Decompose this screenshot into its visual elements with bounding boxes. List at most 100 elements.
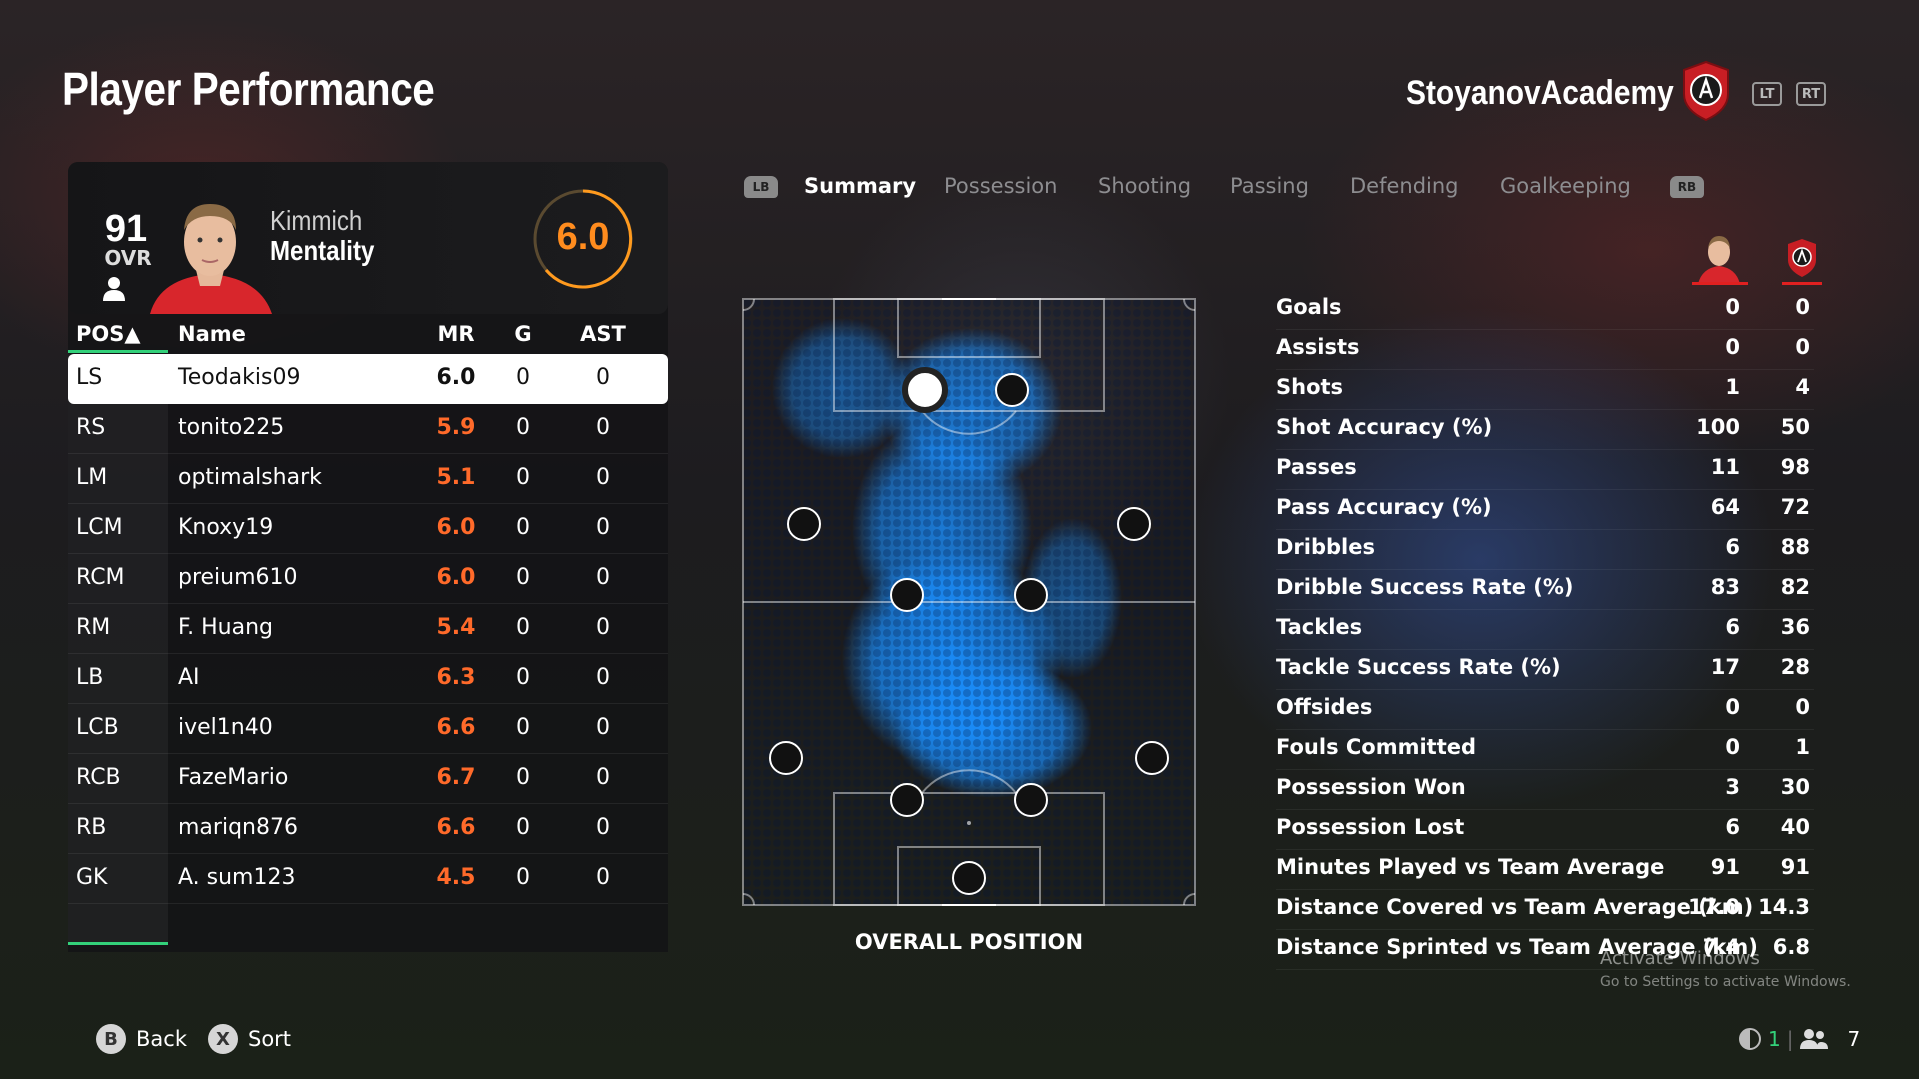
stat-label: Fouls Committed — [1276, 735, 1477, 759]
position-column-bg — [68, 354, 168, 944]
rb-bumper-icon[interactable]: RB — [1670, 176, 1704, 198]
cell-name: A. sum123 — [178, 865, 296, 890]
rt-trigger-icon[interactable]: RT — [1796, 82, 1826, 106]
stat-label: Assists — [1276, 335, 1360, 359]
rating-ring — [533, 189, 633, 289]
stat-row: Possession Lost 6 40 — [1276, 810, 1814, 850]
lt-trigger-icon[interactable]: LT — [1752, 82, 1782, 106]
player-avatar-icon — [1698, 236, 1740, 284]
stat-row: Tackle Success Rate (%) 17 28 — [1276, 650, 1814, 690]
cell-name: ivel1n40 — [178, 715, 273, 740]
stat-row: Pass Accuracy (%) 64 72 — [1276, 490, 1814, 530]
cell-name: preium610 — [178, 565, 298, 590]
stat-team-value: 72 — [1780, 495, 1810, 519]
table-row[interactable]: LM optimalshark 5.1 0 0 — [68, 454, 668, 504]
cell-name: mariqn876 — [178, 815, 298, 840]
cell-mr: 4.5 — [436, 865, 476, 890]
players-count: 7 — [1847, 1027, 1861, 1051]
stat-player-value: 7.4 — [1702, 935, 1740, 959]
col-header-ast[interactable]: AST — [580, 322, 626, 346]
cell-g: 0 — [516, 715, 530, 740]
stat-player-value: 91 — [1710, 855, 1740, 879]
col-header-name[interactable]: Name — [178, 322, 246, 346]
stat-label: Dribble Success Rate (%) — [1276, 575, 1574, 599]
cell-ast: 0 — [596, 565, 610, 590]
sort-button[interactable]: X Sort — [208, 1022, 291, 1056]
stat-row: Offsides 0 0 — [1276, 690, 1814, 730]
stat-player-value: 83 — [1710, 575, 1740, 599]
cell-pos: RCB — [76, 765, 121, 790]
cell-ast: 0 — [596, 865, 610, 890]
cell-g: 0 — [516, 815, 530, 840]
stat-player-value: 17.0 — [1688, 895, 1740, 919]
table-row[interactable]: LB AI 6.3 0 0 — [68, 654, 668, 704]
tab-goalkeeping[interactable]: Goalkeeping — [1500, 174, 1631, 198]
cell-ast: 0 — [596, 665, 610, 690]
tab-shooting[interactable]: Shooting — [1098, 174, 1192, 198]
stat-player-value: 0 — [1725, 335, 1740, 359]
table-row[interactable]: RM F. Huang 5.4 0 0 — [68, 604, 668, 654]
col-header-pos[interactable]: POS▲ — [76, 322, 141, 346]
player-name: Kimmich Mentality — [270, 206, 374, 266]
stat-row: Shots 1 4 — [1276, 370, 1814, 410]
tab-passing[interactable]: Passing — [1230, 174, 1309, 198]
lb-bumper-icon[interactable]: LB — [744, 176, 778, 198]
player-last-name: Mentality — [270, 235, 375, 266]
stat-team-value: 30 — [1780, 775, 1810, 799]
stat-team-value: 36 — [1780, 615, 1810, 639]
stats-list: Goals 0 0 Assists 0 0 Shots 1 4 Shot Accuracy … — [1276, 290, 1814, 970]
cell-ast: 0 — [596, 515, 610, 540]
table-row[interactable]: RB mariqn876 6.6 0 0 — [68, 804, 668, 854]
stat-label: Minutes Played vs Team Average — [1276, 855, 1665, 879]
cell-name: optimalshark — [178, 465, 322, 490]
cell-name: tonito225 — [178, 415, 285, 440]
stat-team-value: 82 — [1780, 575, 1810, 599]
cell-ast: 0 — [596, 365, 610, 390]
table-row[interactable]: LCM Knoxy19 6.0 0 0 — [68, 504, 668, 554]
stat-label: Pass Accuracy (%) — [1276, 495, 1492, 519]
stat-team-value: 0 — [1795, 295, 1810, 319]
cell-pos: LCB — [76, 715, 119, 740]
tab-defending[interactable]: Defending — [1350, 174, 1459, 198]
players-icon — [1800, 1029, 1829, 1049]
cell-ast: 0 — [596, 765, 610, 790]
stat-row: Tackles 6 36 — [1276, 610, 1814, 650]
stat-team-value: 4 — [1795, 375, 1810, 399]
position-heatmap — [742, 298, 1196, 906]
team-crest-icon — [1788, 239, 1816, 277]
player-photo — [150, 204, 272, 314]
tab-possession[interactable]: Possession — [944, 174, 1058, 198]
stat-player-value: 6 — [1725, 535, 1740, 559]
table-row[interactable]: RS tonito225 5.9 0 0 — [68, 404, 668, 454]
stat-player-value: 6 — [1725, 815, 1740, 839]
back-button[interactable]: B Back — [96, 1022, 187, 1056]
table-row[interactable]: GK A. sum123 4.5 0 0 — [68, 854, 668, 904]
cell-ast: 0 — [596, 415, 610, 440]
activate-windows-title: Activate Windows — [1600, 948, 1760, 969]
stat-team-value: 0 — [1795, 335, 1810, 359]
sort-label: Sort — [248, 1027, 292, 1051]
stat-player-value: 17 — [1710, 655, 1740, 679]
cell-name: FazeMario — [178, 765, 289, 790]
table-row[interactable]: LS Teodakis09 6.0 0 0 — [68, 354, 668, 404]
status-bar: 1 | 7 — [1738, 1024, 1860, 1054]
tab-summary[interactable]: Summary — [804, 174, 917, 198]
table-row[interactable]: RCB FazeMario 6.7 0 0 — [68, 754, 668, 804]
stat-label: Distance Covered vs Team Average (km) — [1276, 895, 1754, 919]
stat-row: Assists 0 0 — [1276, 330, 1814, 370]
cell-mr: 5.4 — [436, 615, 476, 640]
cell-pos: LM — [76, 465, 108, 490]
table-row[interactable]: RCM preium610 6.0 0 0 — [68, 554, 668, 604]
stat-team-value: 50 — [1780, 415, 1810, 439]
stat-label: Distance Sprinted vs Team Average (km) — [1276, 935, 1758, 959]
stat-label: Passes — [1276, 455, 1357, 479]
cell-name: Teodakis09 — [178, 365, 301, 390]
table-row[interactable]: LCB ivel1n40 6.6 0 0 — [68, 704, 668, 754]
stat-player-value: 0 — [1725, 695, 1740, 719]
col-header-g[interactable]: G — [514, 322, 532, 346]
stat-player-value: 3 — [1725, 775, 1740, 799]
stat-label: Shots — [1276, 375, 1344, 399]
cell-pos: LCM — [76, 515, 123, 540]
stat-row: Shot Accuracy (%) 100 50 — [1276, 410, 1814, 450]
col-header-mr[interactable]: MR — [437, 322, 475, 346]
